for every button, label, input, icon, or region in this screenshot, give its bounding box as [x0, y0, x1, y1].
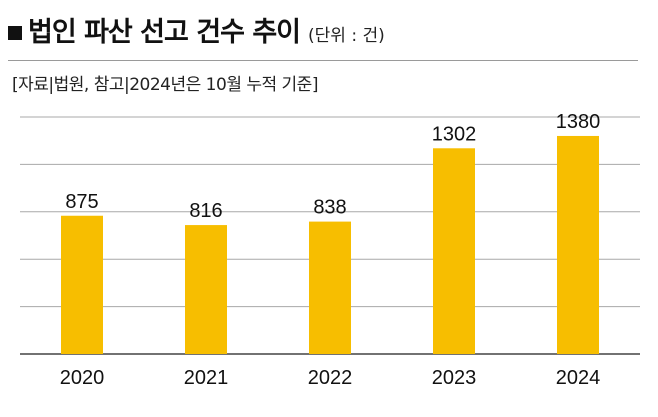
chart-title: 법인 파산 선고 건수 추이 — [28, 17, 301, 48]
value-label-2022: 838 — [313, 197, 346, 219]
x-tick-2024: 2024 — [556, 367, 601, 389]
bar-2023 — [433, 148, 475, 354]
x-tick-2022: 2022 — [308, 367, 353, 389]
bar-2020 — [61, 215, 103, 354]
x-tick-2023: 2023 — [432, 367, 477, 389]
value-label-2023: 1302 — [432, 123, 477, 145]
x-tick-labels: 2020 2021 2022 2023 2024 — [60, 367, 601, 389]
unit-label: (단위 : 건) — [308, 26, 385, 46]
header-divider — [8, 60, 638, 61]
bar-2021 — [185, 225, 227, 354]
x-tick-2020: 2020 — [60, 367, 105, 389]
source-note: [자료|법원, 참고|2024년은 10월 누적 기준] — [12, 75, 318, 95]
value-label-2024: 1380 — [556, 111, 601, 133]
value-labels: 875 816 838 1302 1380 — [65, 111, 600, 222]
bar-2024 — [557, 135, 599, 354]
bar-2022 — [309, 221, 351, 354]
x-tick-2021: 2021 — [184, 367, 229, 389]
title-bullet-icon — [8, 26, 22, 40]
bars — [61, 135, 599, 354]
value-label-2020: 875 — [65, 191, 98, 213]
chart-title-row: 법인 파산 선고 건수 추이 (단위 : 건) — [8, 10, 385, 49]
value-label-2021: 816 — [189, 200, 222, 222]
